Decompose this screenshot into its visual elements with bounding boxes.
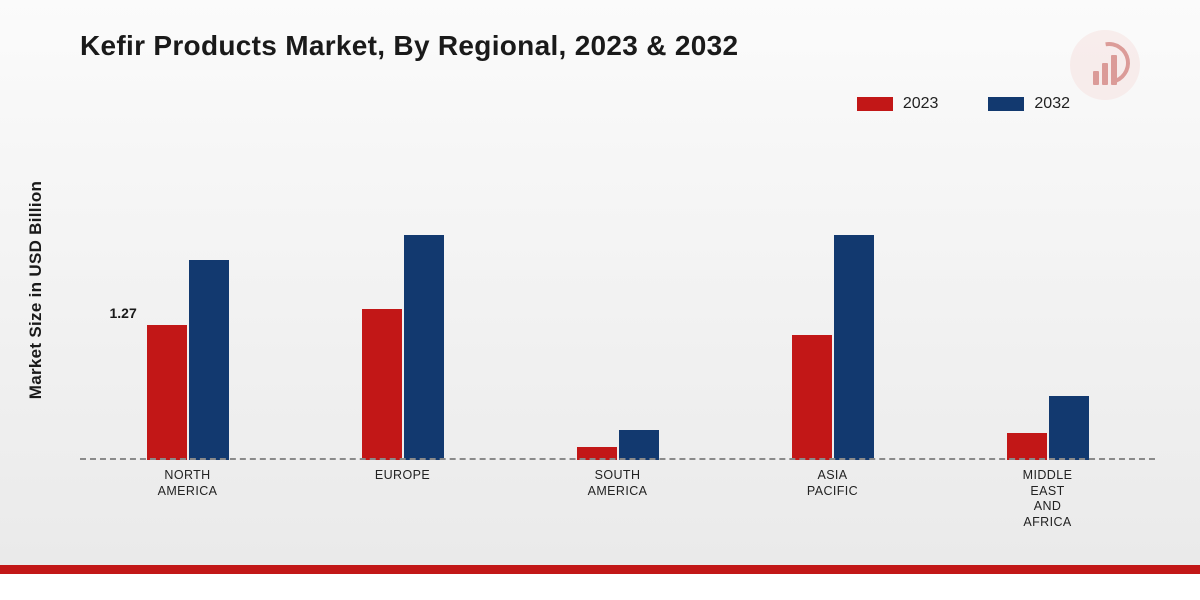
xlabel-south-america: SOUTHAMERICA — [510, 468, 725, 531]
legend-item-2023: 2023 — [857, 95, 939, 113]
bar-2032-south-america — [619, 430, 659, 460]
plot-area: 1.27 — [80, 120, 1155, 460]
y-axis-label-wrap: Market Size in USD Billion — [22, 120, 50, 460]
value-label-north-america: 1.27 — [110, 305, 137, 321]
chart-title: Kefir Products Market, By Regional, 2023… — [80, 30, 738, 62]
bar-groups: 1.27 — [80, 120, 1155, 460]
group-north-america: 1.27 — [80, 120, 295, 460]
bar-2023-north-america — [147, 325, 187, 460]
bar-2032-asia-pacific — [834, 235, 874, 460]
y-axis-label: Market Size in USD Billion — [26, 181, 46, 399]
legend: 2023 2032 — [857, 95, 1070, 113]
bar-2023-asia-pacific — [792, 335, 832, 460]
xlabel-north-america: NORTHAMERICA — [80, 468, 295, 531]
brand-watermark-icon — [1070, 30, 1140, 100]
bar-2023-europe — [362, 309, 402, 460]
xlabel-europe: EUROPE — [295, 468, 510, 531]
legend-label-2032: 2032 — [1034, 95, 1070, 113]
bar-2032-north-america — [189, 260, 229, 460]
legend-swatch-2032 — [988, 97, 1024, 111]
bar-2032-mea — [1049, 396, 1089, 460]
legend-swatch-2023 — [857, 97, 893, 111]
footer-white-bar — [0, 574, 1200, 600]
group-asia-pacific — [725, 120, 940, 460]
group-south-america — [510, 120, 725, 460]
xlabel-asia-pacific: ASIAPACIFIC — [725, 468, 940, 531]
x-axis-line — [80, 458, 1155, 460]
chart-page: Kefir Products Market, By Regional, 2023… — [0, 0, 1200, 600]
footer-accent-bar — [0, 565, 1200, 574]
bar-2023-mea — [1007, 433, 1047, 460]
group-europe — [295, 120, 510, 460]
legend-item-2032: 2032 — [988, 95, 1070, 113]
xlabel-mea: MIDDLEEASTANDAFRICA — [940, 468, 1155, 531]
x-axis-labels: NORTHAMERICA EUROPE SOUTHAMERICA ASIAPAC… — [80, 468, 1155, 531]
group-mea — [940, 120, 1155, 460]
bar-2032-europe — [404, 235, 444, 460]
legend-label-2023: 2023 — [903, 95, 939, 113]
